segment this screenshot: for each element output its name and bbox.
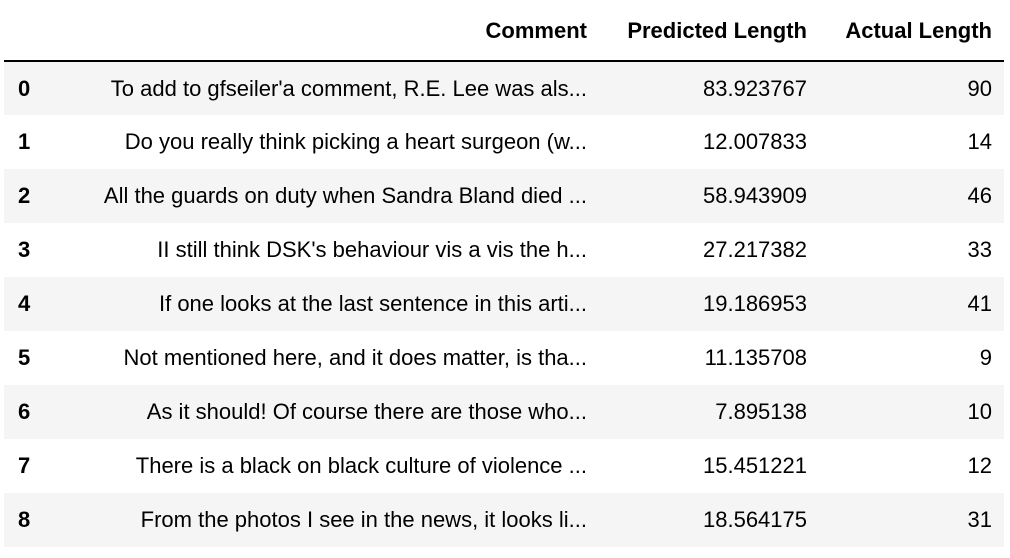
table-row: 0 To add to gfseiler'a comment, R.E. Lee… <box>4 61 1004 115</box>
table-body: 0 To add to gfseiler'a comment, R.E. Lee… <box>4 61 1004 547</box>
row-index: 7 <box>18 453 31 478</box>
header-predicted-length: Predicted Length <box>599 0 819 62</box>
cell-comment: From the photos I see in the news, it lo… <box>140 507 587 532</box>
cell-actual-length: 41 <box>967 291 992 316</box>
row-index: 4 <box>18 291 31 316</box>
header-comment: Comment <box>44 0 599 62</box>
cell-predicted-length: 15.451221 <box>703 453 807 478</box>
row-index: 3 <box>18 237 31 262</box>
cell-actual-length: 46 <box>967 183 992 208</box>
cell-actual-length: 31 <box>967 507 992 532</box>
table-row: 7 There is a black on black culture of v… <box>4 439 1004 493</box>
cell-comment: All the guards on duty when Sandra Bland… <box>103 183 587 208</box>
cell-comment: To add to gfseiler'a comment, R.E. Lee w… <box>110 75 587 101</box>
cell-comment: II still think DSK's behaviour vis a vis… <box>157 237 587 262</box>
cell-comment: Do you really think picking a heart surg… <box>124 129 587 154</box>
cell-predicted-length: 19.186953 <box>703 291 807 316</box>
table-row: 3 II still think DSK's behaviour vis a v… <box>4 223 1004 277</box>
cell-predicted-length: 83.923767 <box>703 75 807 101</box>
row-index: 8 <box>18 507 31 532</box>
table-row: 6 As it should! Of course there are thos… <box>4 385 1004 439</box>
header-actual-length: Actual Length <box>819 0 1004 62</box>
cell-actual-length: 10 <box>967 399 992 424</box>
row-index: 1 <box>18 129 31 154</box>
cell-predicted-length: 12.007833 <box>703 129 807 154</box>
row-index: 0 <box>18 75 31 101</box>
table-row: 5 Not mentioned here, and it does matter… <box>4 331 1004 385</box>
cell-actual-length: 9 <box>979 345 992 370</box>
dataframe-container: Comment Predicted Length Actual Length 0… <box>4 0 1004 547</box>
header-row: Comment Predicted Length Actual Length <box>4 0 1004 62</box>
cell-actual-length: 90 <box>967 75 992 101</box>
cell-predicted-length: 7.895138 <box>715 399 807 424</box>
row-index: 6 <box>18 399 31 424</box>
table-row: 1 Do you really think picking a heart su… <box>4 115 1004 169</box>
dataframe-table: Comment Predicted Length Actual Length 0… <box>4 0 1004 547</box>
cell-actual-length: 12 <box>967 453 992 478</box>
cell-predicted-length: 27.217382 <box>703 237 807 262</box>
cell-predicted-length: 11.135708 <box>704 345 807 370</box>
row-index: 2 <box>18 183 31 208</box>
row-index: 5 <box>18 345 31 370</box>
table-row: 4 If one looks at the last sentence in t… <box>4 277 1004 331</box>
cell-actual-length: 33 <box>967 237 992 262</box>
table-header: Comment Predicted Length Actual Length <box>4 0 1004 62</box>
table-row: 8 From the photos I see in the news, it … <box>4 493 1004 547</box>
cell-comment: As it should! Of course there are those … <box>146 399 587 424</box>
cell-predicted-length: 58.943909 <box>703 183 807 208</box>
cell-comment: Not mentioned here, and it does matter, … <box>123 345 587 370</box>
cell-comment: There is a black on black culture of vio… <box>135 453 587 478</box>
cell-comment: If one looks at the last sentence in thi… <box>158 291 587 316</box>
cell-predicted-length: 18.564175 <box>703 507 807 532</box>
header-index <box>4 0 44 62</box>
cell-actual-length: 14 <box>967 129 992 154</box>
table-row: 2 All the guards on duty when Sandra Bla… <box>4 169 1004 223</box>
